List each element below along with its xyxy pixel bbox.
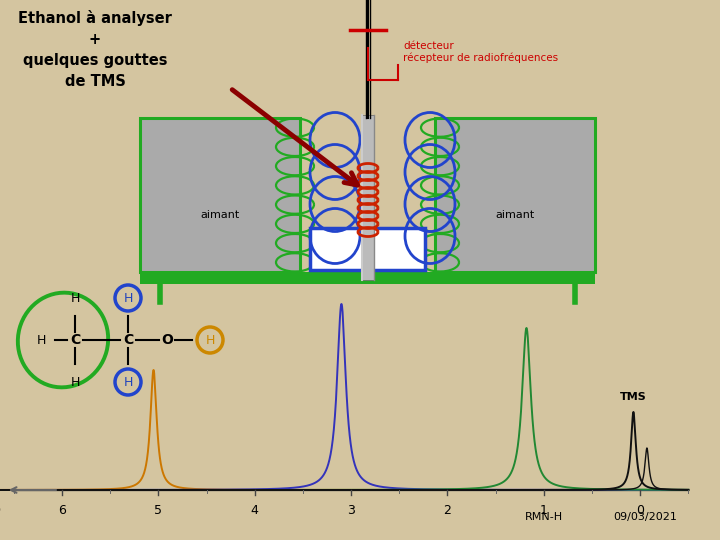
Text: Ethanol à analyser
+
quelques gouttes
de TMS: Ethanol à analyser + quelques gouttes de… — [18, 10, 172, 89]
Bar — [140, 272, 595, 284]
Text: 09/03/2021: 09/03/2021 — [613, 512, 677, 522]
Text: H: H — [36, 334, 45, 347]
Text: 4: 4 — [251, 504, 258, 517]
Text: H: H — [205, 334, 215, 347]
Text: 2: 2 — [444, 504, 451, 517]
Bar — [435, 118, 595, 272]
Bar — [140, 118, 300, 272]
Text: H: H — [123, 375, 132, 388]
Text: O: O — [161, 333, 173, 347]
Text: 3: 3 — [347, 504, 355, 517]
Bar — [310, 228, 425, 270]
Text: TMS: TMS — [620, 392, 647, 402]
Text: 6: 6 — [58, 504, 66, 517]
Text: détecteur
récepteur de radiofréquences: détecteur récepteur de radiofréquences — [403, 41, 558, 63]
Text: C: C — [70, 333, 80, 347]
Bar — [362, 115, 374, 280]
Text: H: H — [71, 292, 80, 305]
Text: H: H — [123, 292, 132, 305]
Text: H: H — [71, 375, 80, 388]
Text: aimant: aimant — [495, 210, 535, 220]
Text: 0: 0 — [636, 504, 644, 517]
Text: 5: 5 — [154, 504, 163, 517]
Text: 1: 1 — [540, 504, 548, 517]
Text: C: C — [123, 333, 133, 347]
Text: aimant: aimant — [200, 210, 240, 220]
Text: RMN-H: RMN-H — [525, 512, 563, 522]
Text: δ(ppm): δ(ppm) — [0, 504, 2, 517]
